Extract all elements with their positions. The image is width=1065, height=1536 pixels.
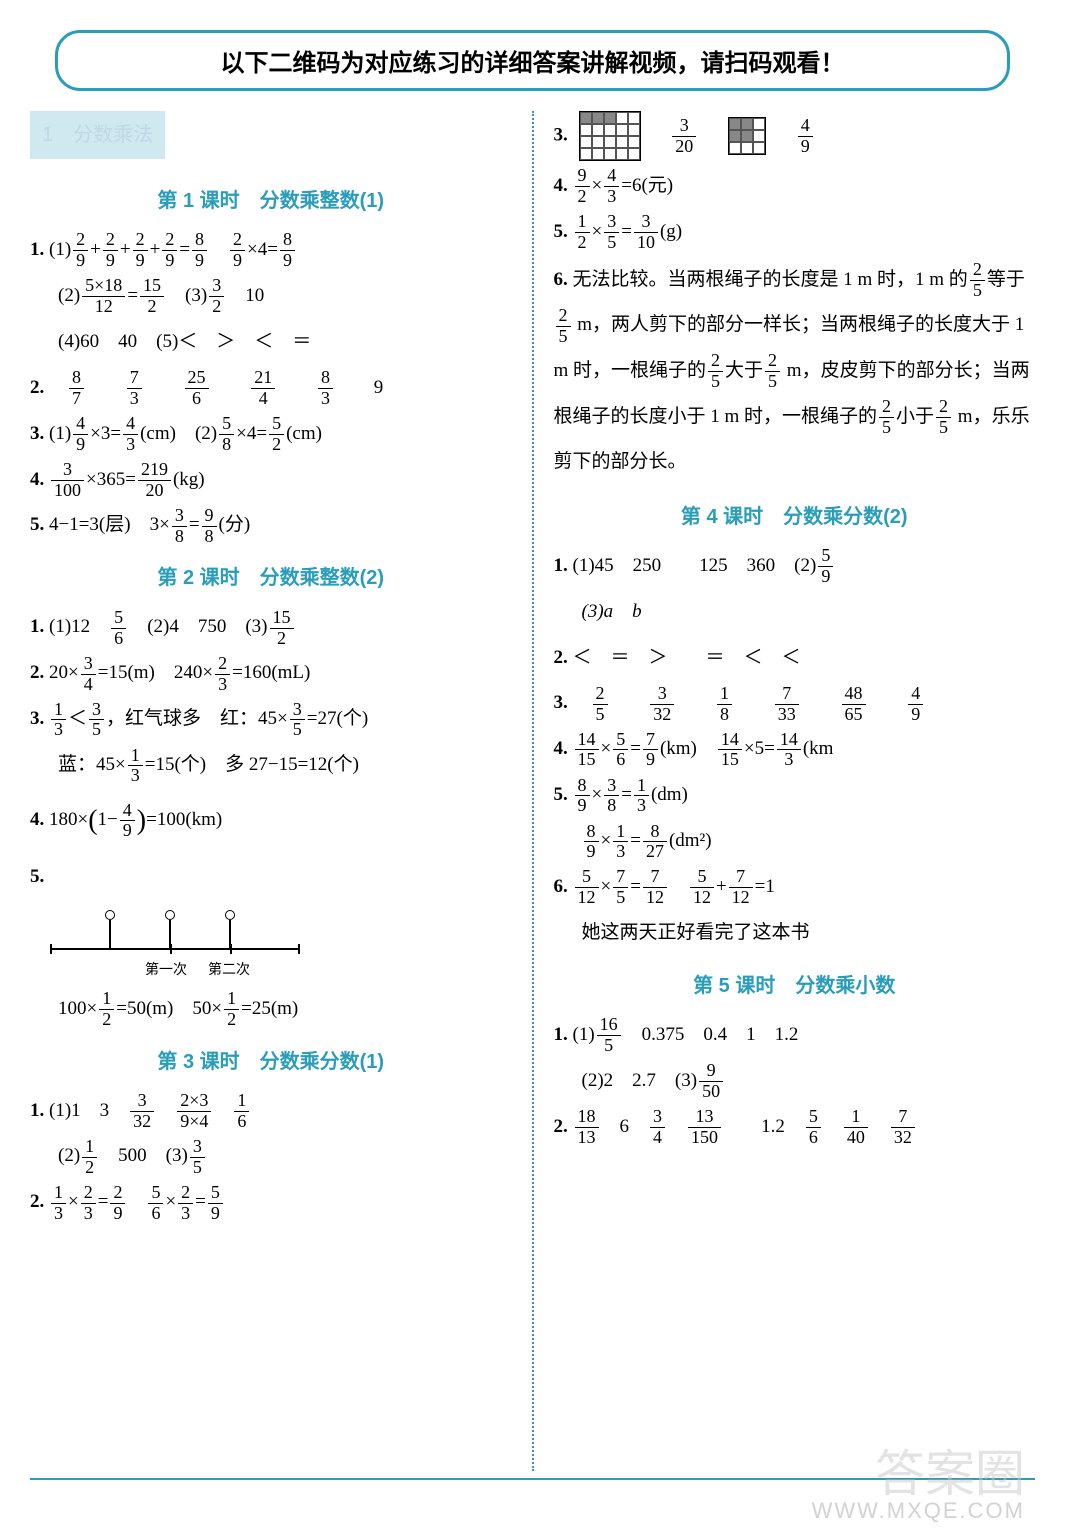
lesson-5-title: 第 5 课时 分数乘小数 (554, 966, 1036, 1006)
l4-q1-3: (3)a b (554, 591, 1036, 633)
l3-q1-2: (2)12 500 (3)35 (30, 1135, 512, 1177)
chapter-title: 1 分数乘法 (30, 111, 165, 159)
lesson-1-title: 第 1 课时 分数乘整数(1) (30, 181, 512, 221)
number-line-diagram: 第一次 第二次 (50, 908, 492, 978)
l2-q2: 2. 20×34=15(m) 240×23=160(mL) (30, 652, 512, 694)
l4-q6: 6. 512×75=712 512+712=1 (554, 866, 1036, 908)
l4-q2: 2. ＜ ＝ ＞ ＝ ＜ ＜ (554, 637, 1036, 679)
left-column: 1 分数乘法 第 1 课时 分数乘整数(1) 1. (1)29+29+29+29… (30, 111, 512, 1471)
content-columns: 1 分数乘法 第 1 课时 分数乘整数(1) 1. (1)29+29+29+29… (30, 111, 1035, 1471)
lesson-3-title: 第 3 课时 分数乘分数(1) (30, 1042, 512, 1082)
l3-q6: 6. 无法比较。当两根绳子的长度是 1 m 时，1 m 的25等于25 m，两人… (554, 257, 1036, 485)
lesson-4-title: 第 4 课时 分数乘分数(2) (554, 497, 1036, 537)
l3-q1: 1. (1)1 3 332 2×39×4 16 (30, 1090, 512, 1132)
watermark-url: WWW.MXQE.COM (812, 1498, 1025, 1524)
l2-q5-calc: 100×12=50(m) 50×12=25(m) (30, 988, 512, 1030)
grid-2 (728, 117, 766, 155)
l2-q5: 5. 第一次 第二次 (30, 856, 512, 978)
l2-q1: 1. (1)12 56 (2)4 750 (3)152 (30, 606, 512, 648)
lesson-2-title: 第 2 课时 分数乘整数(2) (30, 558, 512, 598)
l4-q6-text: 她这两天正好看完了这本书 (554, 912, 1036, 954)
column-divider (532, 111, 534, 1471)
l1-q5: 5. 4−1=3(层) 3×38=98(分) (30, 504, 512, 546)
l1-q1-2: (2)5×1812=152 (3)32 10 (30, 275, 512, 317)
l5-q1: 1. (1)165 0.375 0.4 1 1.2 (554, 1014, 1036, 1056)
l3-q5: 5. 12×35=310(g) (554, 211, 1036, 253)
l4-q4: 4. 1415×56=79(km) 1415×5=143(km (554, 728, 1036, 770)
l4-q3: 3. 25 332 18 733 4865 49 (554, 682, 1036, 724)
l2-q4: 4. 180×(1−49)=100(km) (30, 790, 512, 852)
l4-q1: 1. (1)45 250 125 360 (2)59 (554, 545, 1036, 587)
l4-q5b: 89×13=827(dm²) (554, 820, 1036, 862)
l1-q4: 4. 3100×365=21920(kg) (30, 459, 512, 501)
l5-q1-2: (2)2 2.7 (3)950 (554, 1060, 1036, 1102)
l1-q2: 2. 87 73 256 214 83 9 (30, 367, 512, 409)
right-column: 3. 320 49 4. 92×43=6(元) 5. 12×35=310(g) … (554, 111, 1036, 1471)
l1-q1-4: (4)60 40 (5)＜ ＞ ＜ ＝ (30, 321, 512, 363)
l3-q4: 4. 92×43=6(元) (554, 165, 1036, 207)
scan-banner: 以下二维码为对应练习的详细答案讲解视频，请扫码观看！ (55, 30, 1010, 91)
l4-q5: 5. 89×38=13(dm) (554, 774, 1036, 816)
grid-1 (579, 111, 641, 161)
bottom-border (30, 1478, 1035, 1480)
l3-q2: 2. 13×23=29 56×23=59 (30, 1181, 512, 1223)
l1-q1-1: 1. (1)29+29+29+29=89 29×4=89 (30, 229, 512, 271)
l5-q2: 2. 1813 6 34 13150 1.2 56 140 732 (554, 1106, 1036, 1148)
l1-q3: 3. (1)49×3=43(cm) (2)58×4=52(cm) (30, 413, 512, 455)
l2-q3b: 蓝：45×13=15(个) 多 27−15=12(个) (30, 744, 512, 786)
l2-q3: 3. 13＜35，红气球多 红：45×35=27(个) (30, 698, 512, 740)
l3-q3: 3. 320 49 (554, 111, 1036, 161)
